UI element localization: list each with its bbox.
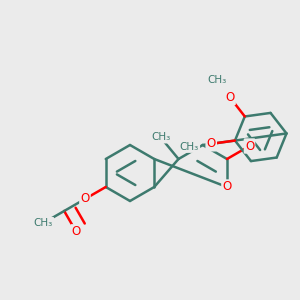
Text: O: O — [72, 225, 81, 238]
Text: O: O — [225, 91, 235, 104]
Text: O: O — [212, 74, 221, 87]
Text: O: O — [80, 193, 90, 206]
Text: CH₃: CH₃ — [34, 218, 53, 228]
Text: CH₃: CH₃ — [207, 75, 226, 85]
Text: O: O — [245, 140, 254, 152]
Text: CH₃: CH₃ — [151, 132, 170, 142]
Text: CH₃: CH₃ — [180, 142, 199, 152]
Text: O: O — [207, 137, 216, 150]
Text: O: O — [222, 181, 232, 194]
